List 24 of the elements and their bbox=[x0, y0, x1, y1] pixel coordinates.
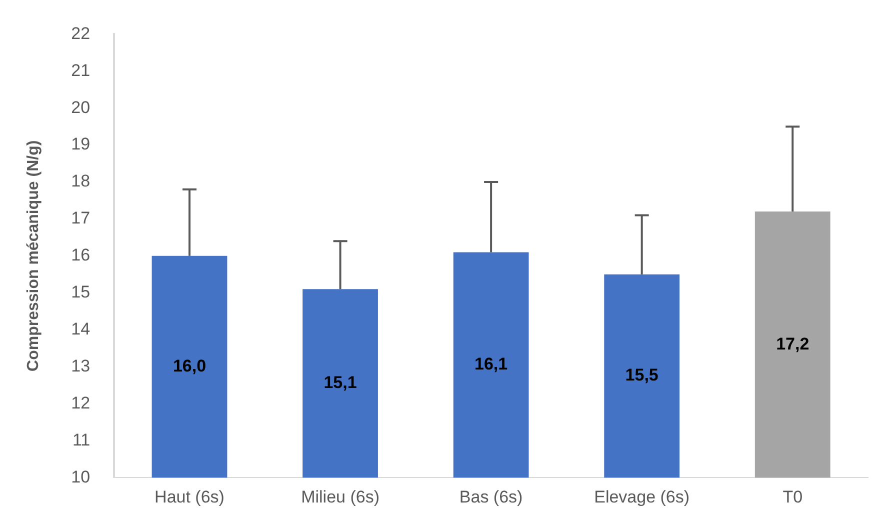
y-tick-label: 19 bbox=[71, 134, 90, 154]
data-label: 15,1 bbox=[324, 373, 357, 392]
y-tick-label: 15 bbox=[71, 282, 90, 302]
y-tick-label: 21 bbox=[71, 60, 90, 80]
y-tick-label: 22 bbox=[71, 24, 90, 43]
y-tick-label: 14 bbox=[71, 319, 90, 338]
y-tick-label: 17 bbox=[71, 208, 90, 228]
y-tick-label: 20 bbox=[71, 98, 90, 117]
x-tick-label: Elevage (6s) bbox=[594, 487, 690, 506]
y-tick-label: 10 bbox=[71, 467, 90, 486]
y-tick-label: 16 bbox=[71, 246, 90, 265]
x-tick-label: Milieu (6s) bbox=[301, 487, 380, 506]
data-label: 17,2 bbox=[776, 334, 810, 354]
data-label: 15,5 bbox=[625, 366, 658, 385]
data-label: 16,0 bbox=[172, 356, 206, 376]
y-tick-label: 12 bbox=[71, 393, 90, 412]
data-label: 16,1 bbox=[474, 354, 508, 374]
y-axis-title: Compression mécanique (N/g) bbox=[25, 140, 42, 372]
x-tick-label: Bas (6s) bbox=[459, 487, 523, 506]
y-tick-label: 18 bbox=[71, 172, 90, 191]
y-tick-label: 13 bbox=[71, 356, 90, 376]
x-tick-label: T0 bbox=[782, 487, 803, 506]
x-tick-label: Haut (6s) bbox=[154, 487, 224, 506]
y-tick-label: 11 bbox=[72, 430, 90, 450]
